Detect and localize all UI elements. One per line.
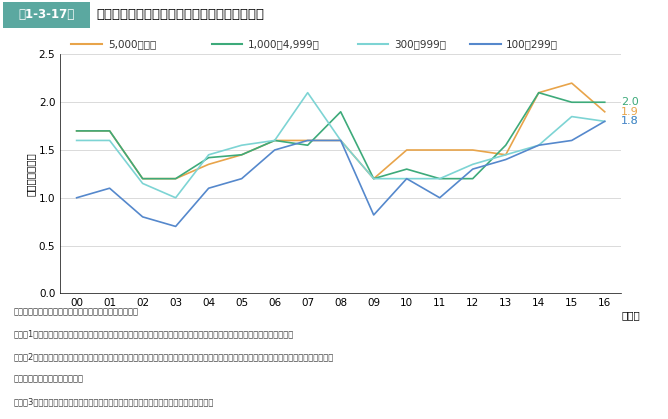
Text: 3．当該調査の常用雇用者とは、雇用期間を定めず雇用されている労働者をいう。: 3．当該調査の常用雇用者とは、雇用期間を定めず雇用されている労働者をいう。 [13, 397, 214, 406]
Text: 100～299人: 100～299人 [506, 39, 558, 49]
Text: 1.9: 1.9 [621, 107, 639, 117]
Text: 1.8: 1.8 [621, 116, 639, 127]
Text: 1,000～4,999人: 1,000～4,999人 [248, 39, 320, 49]
Text: る賃金の減額も含む。: る賃金の減額も含む。 [13, 375, 84, 384]
Text: 第1-3-17図: 第1-3-17図 [19, 8, 75, 21]
Text: 300～999人: 300～999人 [394, 39, 446, 49]
Text: 賃上げ（一人当たり平均賃金の改定率）の推移: 賃上げ（一人当たり平均賃金の改定率）の推移 [97, 8, 265, 21]
Text: 2．すべて若しくは一部の常用労働者を対象とした定期昇給、ベースアップ、諸手当の改定等をいい、ベースダウンや賃金カット等によ: 2．すべて若しくは一部の常用労働者を対象とした定期昇給、ベースアップ、諸手当の改… [13, 352, 333, 361]
Text: （年）: （年） [621, 310, 640, 320]
Text: 5,000人以上: 5,000人以上 [108, 39, 156, 49]
Text: 1.8: 1.8 [621, 116, 639, 127]
Text: （注）1．賃金の改定を実施した又は予定していて額も決定している企業及び賃金の改定を実施しない企業を集計したもの。: （注）1．賃金の改定を実施した又は予定していて額も決定している企業及び賃金の改定… [13, 330, 293, 339]
FancyBboxPatch shape [3, 2, 90, 28]
Y-axis label: （前年比、％）: （前年比、％） [26, 152, 36, 196]
Text: 資料：厚生労働省「賃金引上げ等の実態に関する調査」: 資料：厚生労働省「賃金引上げ等の実態に関する調査」 [13, 307, 138, 316]
Text: 2.0: 2.0 [621, 97, 639, 107]
